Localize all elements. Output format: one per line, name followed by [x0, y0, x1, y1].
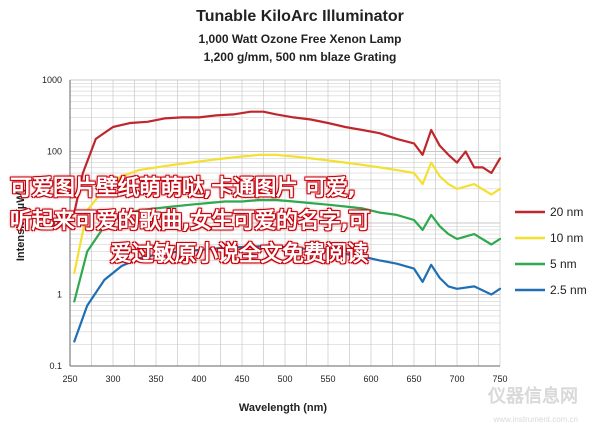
- x-tick-label: 450: [234, 374, 249, 384]
- legend-label: 10 nm: [550, 231, 583, 245]
- x-tick-label: 350: [148, 374, 163, 384]
- x-tick-label: 400: [191, 374, 206, 384]
- x-tick-label: 500: [277, 374, 292, 384]
- legend-label: 5 nm: [550, 257, 577, 271]
- overlay-text-line-3: 爱过敏原小说全文免费阅读: [110, 242, 369, 267]
- series-line-20-nm: [73, 110, 502, 214]
- y-tick-label: 1: [57, 290, 62, 300]
- chart-subtitle-lamp: 1,000 Watt Ozone Free Xenon Lamp: [198, 32, 402, 46]
- legend-label: 2.5 nm: [550, 283, 587, 297]
- chart-series: [73, 110, 502, 343]
- chart-subtitle-grating: 1,200 g/mm, 500 nm blaze Grating: [203, 50, 397, 64]
- x-tick-label: 600: [363, 374, 378, 384]
- overlay-text-line-2: 听起来可爱的歌曲,女生可爱的名字,可: [10, 209, 370, 234]
- watermark-logo: 仪器信息网: [488, 386, 578, 407]
- chart-axes: 250 300 350 400 450 500 550 600 650 700 750 0.1 1 10 1…: [42, 75, 508, 384]
- series-line-10-nm: [73, 153, 502, 275]
- x-tick-label: 700: [449, 374, 464, 384]
- legend-label: 20 nm: [550, 205, 583, 219]
- x-tick-label: 650: [406, 374, 421, 384]
- y-tick-label: 10: [52, 218, 62, 228]
- y-tick-label: 100: [47, 147, 62, 157]
- overlay-text-line-1: 可爱图片壁纸萌萌哒,卡通图片 可爱,: [10, 176, 356, 201]
- x-tick-label: 300: [105, 374, 120, 384]
- y-tick-label: 0.1: [49, 361, 62, 371]
- watermark-url: www.instrument.com.cn: [493, 415, 578, 424]
- series-line-2-5-nm: [73, 245, 502, 343]
- chart-title: Tunable KiloArc Illuminator: [196, 8, 404, 25]
- y-axis-label: Intensity (µW): [15, 189, 27, 262]
- x-axis-label: Wavelength (nm): [239, 402, 328, 414]
- y-tick-label: 1000: [42, 75, 62, 85]
- x-tick-label: 750: [492, 374, 507, 384]
- x-tick-label: 550: [320, 374, 335, 384]
- x-tick-label: 250: [62, 374, 77, 384]
- series-line-5-nm: [73, 198, 502, 303]
- chart-legend: 20 nm 10 nm 5 nm 2.5 nm: [515, 205, 587, 297]
